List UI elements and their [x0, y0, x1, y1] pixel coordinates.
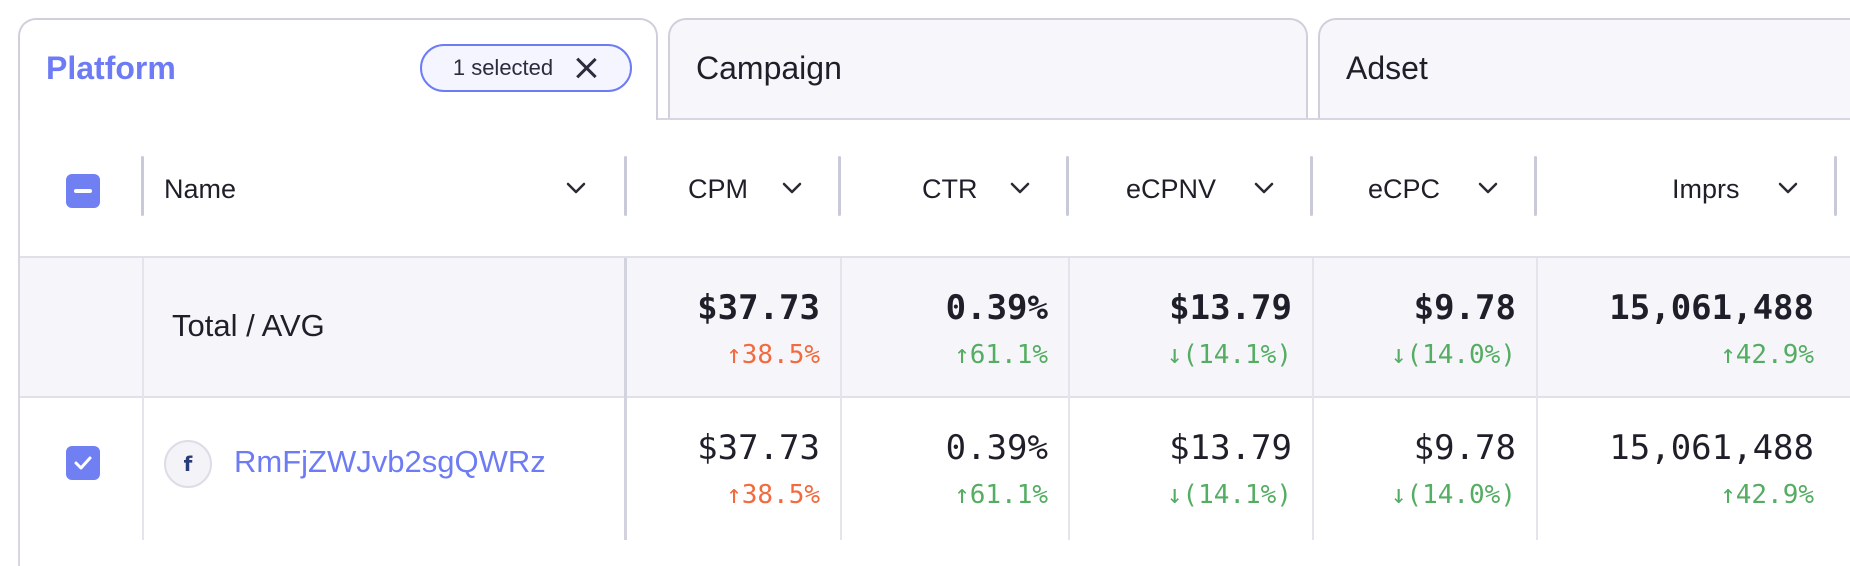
column-header-ecpc[interactable]: eCPC	[1368, 174, 1441, 204]
row-imprs-value: 15,061,488	[1609, 428, 1814, 468]
row-checkbox[interactable]	[66, 446, 100, 480]
column-header-imprs[interactable]: Imprs	[1672, 174, 1740, 204]
table-row[interactable]: f RmFjZWJvb2sgQWRz $37.73 ↑38.5% 0.39% ↑…	[20, 398, 1850, 540]
cell-divider	[1536, 398, 1538, 540]
cell-divider	[1312, 258, 1314, 398]
cell-divider	[1536, 258, 1538, 398]
table-header: Name CPM CTR eCPNV eCPC Imprs	[20, 120, 1850, 258]
row-name-link[interactable]: RmFjZWJvb2sgQWRz	[234, 444, 546, 479]
cell-divider	[1068, 258, 1070, 398]
total-ecpc-value: $9.78	[1413, 288, 1516, 328]
tab-adset[interactable]: Adset	[1318, 18, 1850, 118]
row-ctr-change: ↑61.1%	[954, 480, 1048, 510]
chevron-down-icon[interactable]	[1776, 176, 1800, 200]
total-ecpnv-value: $13.79	[1169, 288, 1292, 328]
cell-divider	[1312, 398, 1314, 540]
metrics-table: Name CPM CTR eCPNV eCPC Imprs	[18, 118, 1850, 566]
cell-divider	[840, 258, 842, 398]
total-label: Total / AVG	[172, 308, 325, 343]
column-divider[interactable]	[141, 156, 144, 216]
column-header-cpm[interactable]: CPM	[688, 174, 748, 204]
tab-campaign[interactable]: Campaign	[668, 18, 1308, 118]
chevron-down-icon[interactable]	[1476, 176, 1500, 200]
tab-platform-label: Platform	[46, 50, 176, 86]
row-ctr-value: 0.39%	[945, 428, 1048, 468]
tab-bar: Platform 1 selected Campaign Adset	[0, 0, 1850, 120]
total-ctr-value: 0.39%	[945, 288, 1048, 328]
cell-divider	[840, 398, 842, 540]
selection-chip-label: 1 selected	[452, 55, 554, 80]
total-ecpnv-change: ↓(14.1%)	[1166, 340, 1292, 370]
row-ecpc-value: $9.78	[1413, 428, 1516, 468]
total-imprs-value: 15,061,488	[1609, 288, 1814, 328]
cell-divider	[1068, 398, 1070, 540]
column-header-ctr[interactable]: CTR	[922, 174, 978, 204]
chevron-down-icon[interactable]	[564, 176, 588, 200]
row-imprs-change: ↑42.9%	[1720, 480, 1814, 510]
tab-adset-label: Adset	[1346, 50, 1428, 86]
column-divider[interactable]	[1310, 156, 1313, 216]
row-ecpnv-value: $13.79	[1169, 428, 1292, 468]
checkmark-icon	[74, 456, 92, 470]
column-divider[interactable]	[838, 156, 841, 216]
cell-divider	[142, 258, 144, 398]
column-divider[interactable]	[1834, 156, 1837, 216]
indeterminate-icon	[74, 189, 92, 193]
column-header-name[interactable]: Name	[164, 174, 237, 204]
column-divider[interactable]	[1534, 156, 1537, 216]
total-cpm-value: $37.73	[697, 288, 820, 328]
total-ecpc-change: ↓(14.0%)	[1390, 340, 1516, 370]
tab-platform[interactable]: Platform 1 selected	[18, 18, 658, 120]
cell-divider	[142, 398, 144, 540]
tab-campaign-label: Campaign	[696, 50, 842, 86]
total-ctr-change: ↑61.1%	[954, 340, 1048, 370]
column-divider[interactable]	[1066, 156, 1069, 216]
row-cpm-change: ↑38.5%	[726, 480, 820, 510]
column-divider[interactable]	[624, 156, 627, 216]
selection-chip[interactable]: 1 selected	[420, 44, 632, 92]
row-ecpnv-change: ↓(14.1%)	[1166, 480, 1292, 510]
select-all-checkbox[interactable]	[66, 174, 100, 208]
chevron-down-icon[interactable]	[780, 176, 804, 200]
clear-selection-icon[interactable]	[573, 55, 599, 81]
total-imprs-change: ↑42.9%	[1720, 340, 1814, 370]
row-ecpc-change: ↓(14.0%)	[1390, 480, 1516, 510]
column-header-ecpnv[interactable]: eCPNV	[1126, 174, 1217, 204]
chevron-down-icon[interactable]	[1252, 176, 1276, 200]
chevron-down-icon[interactable]	[1008, 176, 1032, 200]
cell-divider	[624, 398, 627, 540]
total-cpm-change: ↑38.5%	[726, 340, 820, 370]
facebook-icon: f	[164, 440, 212, 488]
total-row: Total / AVG $37.73 ↑38.5% 0.39% ↑61.1% $…	[20, 258, 1850, 398]
cell-divider	[624, 258, 627, 398]
row-cpm-value: $37.73	[697, 428, 820, 468]
